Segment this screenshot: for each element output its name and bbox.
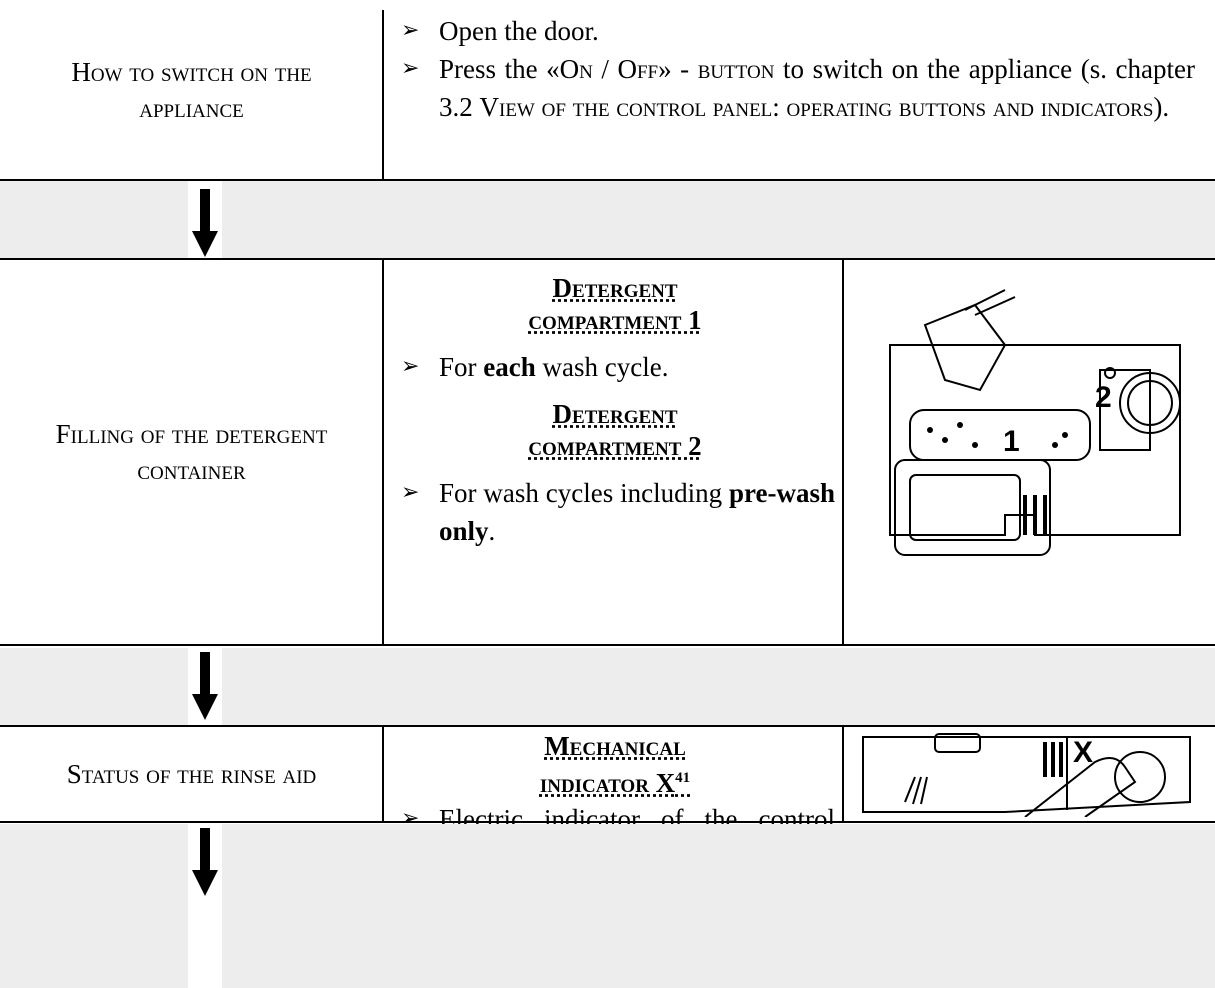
row-label: How to switch on the appliance bbox=[71, 57, 312, 123]
heading: Detergent compartment 1 bbox=[528, 273, 702, 335]
text: For wash cycles including bbox=[439, 478, 729, 508]
figure-label: 1 bbox=[1003, 425, 1020, 458]
divider bbox=[842, 725, 844, 823]
bullet: For wash cycles including pre-wash only. bbox=[395, 474, 835, 550]
heading: Mechanical indicator X41 bbox=[395, 730, 835, 799]
footnote-ref: 41 bbox=[675, 770, 691, 786]
separator-band bbox=[0, 824, 1215, 988]
row bbox=[0, 258, 1215, 646]
text: pre-wash only bbox=[439, 478, 835, 546]
bullet: Press the «On / Off» - button to switch … bbox=[395, 50, 1195, 126]
text: to switch on the appliance (s. chapter 3… bbox=[439, 54, 1195, 122]
figure-label: 2 bbox=[1095, 381, 1112, 414]
separator-band bbox=[0, 648, 1215, 725]
text: . bbox=[488, 516, 496, 546]
text: «On / Off» - button bbox=[546, 54, 775, 84]
divider bbox=[382, 10, 384, 180]
row-label: Filling of the detergent container bbox=[55, 419, 328, 485]
figure-label: X bbox=[1073, 736, 1093, 769]
down-arrow bbox=[192, 652, 218, 720]
bullet: For each wash cycle. bbox=[395, 348, 835, 386]
text: ). bbox=[1153, 92, 1170, 122]
detergent-figure: 1 2 bbox=[889, 289, 1181, 556]
divider bbox=[842, 258, 844, 646]
row-label: Status of the rinse aid bbox=[66, 759, 317, 789]
row-content: Open the door. Press the «On / Off» - bu… bbox=[395, 12, 1195, 126]
text: wash cycle. bbox=[535, 352, 669, 382]
row-content: Detergent compartment 1 For each wash cy… bbox=[395, 272, 835, 550]
text: Mechanical indicator X bbox=[539, 731, 686, 798]
divider bbox=[382, 725, 384, 823]
bullet: Open the door. bbox=[395, 12, 1195, 50]
rinse-aid-figure: X bbox=[862, 733, 1191, 817]
heading: Detergent compartment 2 bbox=[528, 399, 702, 461]
down-arrow bbox=[192, 828, 218, 896]
rule bbox=[0, 179, 1215, 181]
down-arrow bbox=[192, 189, 218, 257]
divider bbox=[382, 258, 384, 646]
text: Press the bbox=[439, 54, 547, 84]
separator-band bbox=[0, 181, 1215, 258]
text: For bbox=[439, 352, 484, 382]
text: each bbox=[483, 352, 536, 382]
text: View of the control panel: operating but… bbox=[479, 92, 1154, 122]
text: Open the door. bbox=[439, 16, 599, 46]
